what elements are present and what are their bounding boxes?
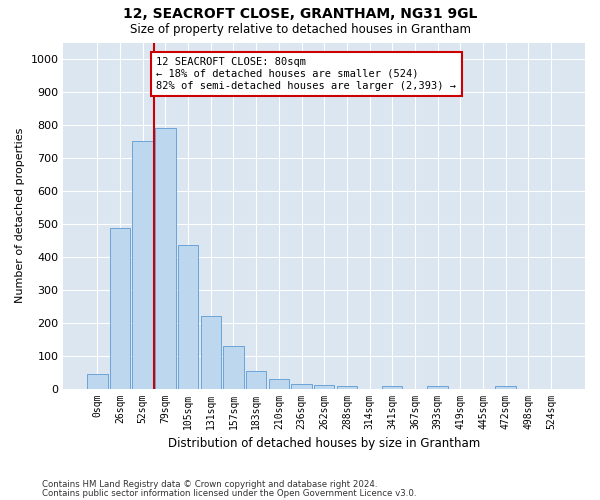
Bar [427,386,448,388]
Bar [246,372,266,388]
Text: 12 SEACROFT CLOSE: 80sqm
← 18% of detached houses are smaller (524)
82% of semi-: 12 SEACROFT CLOSE: 80sqm ← 18% of detach… [157,58,457,90]
Bar [292,384,312,388]
Bar [200,316,221,388]
Text: Size of property relative to detached houses in Grantham: Size of property relative to detached ho… [130,22,470,36]
Y-axis label: Number of detached properties: Number of detached properties [15,128,25,303]
Bar [110,228,130,388]
Bar [87,374,107,388]
Bar [178,245,198,388]
Bar [496,386,516,388]
Bar [133,142,153,388]
Text: Contains public sector information licensed under the Open Government Licence v3: Contains public sector information licen… [42,488,416,498]
Text: Contains HM Land Registry data © Crown copyright and database right 2024.: Contains HM Land Registry data © Crown c… [42,480,377,489]
Bar [337,386,357,388]
Text: 12, SEACROFT CLOSE, GRANTHAM, NG31 9GL: 12, SEACROFT CLOSE, GRANTHAM, NG31 9GL [123,8,477,22]
Bar [223,346,244,389]
Bar [314,386,334,388]
Bar [382,386,403,388]
Bar [269,380,289,388]
Bar [155,128,176,388]
X-axis label: Distribution of detached houses by size in Grantham: Distribution of detached houses by size … [168,437,481,450]
